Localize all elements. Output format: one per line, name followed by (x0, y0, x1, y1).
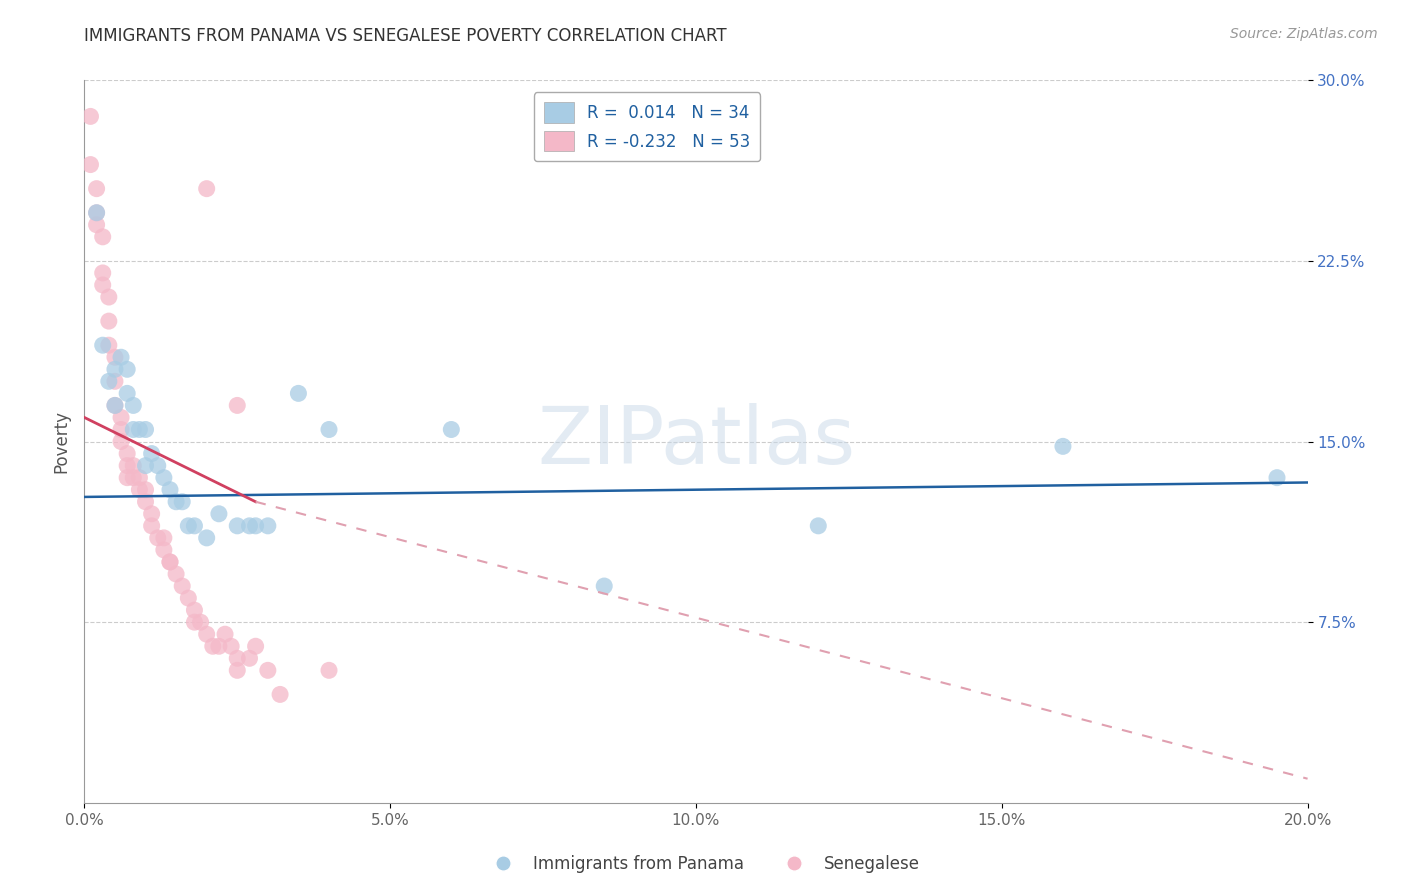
Point (807, 518, 830, 533)
Point (226, 664, 249, 678)
Point (86, 205, 108, 219)
Point (269, 687, 291, 701)
Text: IMMIGRANTS FROM PANAMA VS SENEGALESE POVERTY CORRELATION CHART: IMMIGRANTS FROM PANAMA VS SENEGALESE POV… (84, 27, 727, 45)
Point (183, 518, 205, 533)
Point (110, 410, 132, 425)
Point (190, 615, 212, 630)
Point (165, 567, 187, 582)
Point (91, 230, 114, 244)
Point (153, 470, 176, 484)
Point (135, 422, 157, 436)
Point (195, 627, 218, 641)
Point (128, 483, 150, 497)
Point (146, 458, 169, 473)
Point (1265, 470, 1288, 484)
Point (122, 398, 145, 412)
Point (1052, 439, 1074, 453)
Point (128, 422, 150, 436)
Point (104, 398, 127, 412)
Point (97, 338, 120, 352)
Point (86, 205, 108, 219)
Point (104, 362, 127, 376)
Point (128, 470, 150, 484)
Point (135, 494, 157, 508)
Point (177, 591, 200, 605)
Point (115, 362, 138, 376)
Point (104, 398, 127, 412)
Y-axis label: Poverty: Poverty (52, 410, 70, 473)
Point (318, 422, 340, 436)
Point (208, 639, 231, 653)
Text: ZIPatlas: ZIPatlas (537, 402, 855, 481)
Point (195, 531, 218, 545)
Point (91, 266, 114, 280)
Point (153, 542, 176, 557)
Point (201, 639, 224, 653)
Point (122, 422, 145, 436)
Point (183, 615, 205, 630)
Point (122, 458, 145, 473)
Point (177, 518, 200, 533)
Point (287, 386, 309, 401)
Point (195, 181, 218, 195)
Point (91, 277, 114, 292)
Point (172, 494, 194, 508)
Point (97, 314, 120, 328)
Point (141, 446, 163, 460)
Point (135, 458, 157, 473)
Point (86, 181, 108, 195)
Text: Source: ZipAtlas.com: Source: ZipAtlas.com (1230, 27, 1378, 41)
Point (86, 218, 108, 232)
Point (318, 664, 340, 678)
Point (219, 639, 242, 653)
Point (110, 350, 132, 364)
Point (122, 470, 145, 484)
Point (110, 434, 132, 449)
Point (257, 518, 280, 533)
Point (165, 494, 187, 508)
Point (172, 579, 194, 593)
Point (245, 518, 267, 533)
Legend: Immigrants from Panama, Senegalese: Immigrants from Panama, Senegalese (479, 848, 927, 880)
Point (159, 483, 181, 497)
Point (115, 470, 138, 484)
Point (79, 157, 101, 171)
Point (141, 507, 163, 521)
Point (593, 579, 616, 593)
Point (238, 518, 260, 533)
Point (153, 531, 176, 545)
Point (91, 338, 114, 352)
Point (79, 109, 101, 123)
Point (104, 374, 127, 388)
Point (135, 483, 157, 497)
Point (238, 651, 260, 665)
Point (97, 374, 120, 388)
Point (115, 458, 138, 473)
Point (110, 422, 132, 436)
Legend: R =  0.014   N = 34, R = -0.232   N = 53: R = 0.014 N = 34, R = -0.232 N = 53 (534, 92, 761, 161)
Point (115, 386, 138, 401)
Point (104, 350, 127, 364)
Point (245, 639, 267, 653)
Point (208, 507, 231, 521)
Point (226, 398, 249, 412)
Point (97, 290, 120, 304)
Point (159, 555, 181, 569)
Point (141, 518, 163, 533)
Point (257, 664, 280, 678)
Point (183, 603, 205, 617)
Point (115, 446, 138, 460)
Point (214, 627, 236, 641)
Point (226, 518, 249, 533)
Point (159, 555, 181, 569)
Point (440, 422, 463, 436)
Point (226, 651, 249, 665)
Point (146, 531, 169, 545)
